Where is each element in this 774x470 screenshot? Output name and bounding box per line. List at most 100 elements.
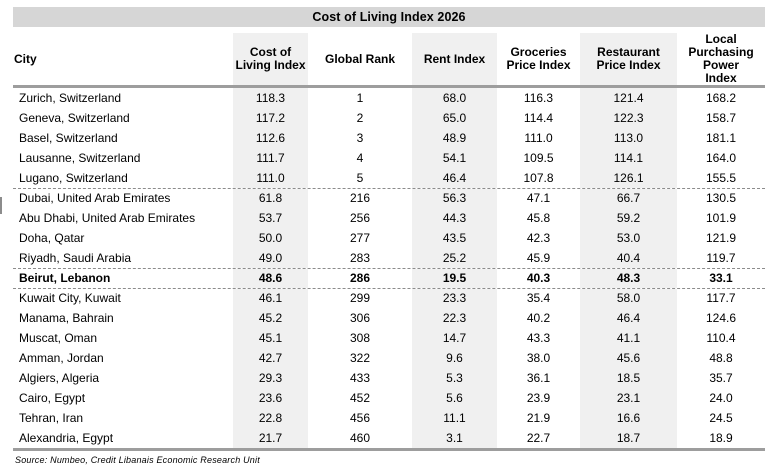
cell-rent-index: 25.2: [412, 248, 497, 268]
cell-global-rank: 5: [356, 171, 364, 185]
cell-rent-index: 5.6: [412, 388, 497, 408]
table-row: Zurich, Switzerland 118.3 1 68.0 116.3 1…: [13, 88, 765, 108]
cell-local-purchasing-power-index: 124.6: [705, 311, 737, 325]
cell-cost-of-living-index: 50.0: [233, 228, 308, 248]
cell-local-purchasing-power-index: 18.9: [709, 431, 733, 445]
cell-local-purchasing-power-index: 168.2: [705, 91, 737, 105]
cell-cost-of-living-index: 45.2: [233, 308, 308, 328]
cell-global-rank: 299: [349, 291, 371, 305]
cell-local-purchasing-power-index: 121.9: [705, 231, 737, 245]
left-edge-mark: [0, 197, 2, 214]
cell-groceries-price-index: 35.4: [526, 291, 551, 305]
table-row: Basel, Switzerland 112.6 3 48.9 111.0 11…: [13, 128, 765, 148]
title-gap: [13, 27, 765, 33]
cell-groceries-price-index: 22.7: [526, 431, 551, 445]
cell-restaurant-price-index: 126.1: [580, 168, 677, 188]
cell-groceries-price-index: 45.9: [526, 251, 551, 265]
cell-restaurant-price-index: 18.5: [580, 368, 677, 388]
cell-rent-index: 19.5: [412, 269, 497, 288]
cell-cost-of-living-index: 21.7: [233, 428, 308, 448]
table-row: Abu Dhabi, United Arab Emirates 53.7 256…: [13, 208, 765, 228]
cell-groceries-price-index: 109.5: [523, 151, 554, 165]
cell-rent-index: 56.3: [412, 189, 497, 208]
cell-restaurant-price-index: 113.0: [580, 128, 677, 148]
cell-city: Geneva, Switzerland: [19, 111, 130, 125]
table-row: Beirut, Lebanon 48.6 286 19.5 40.3 48.3 …: [13, 268, 765, 288]
table-row: Lugano, Switzerland 111.0 5 46.4 107.8 1…: [13, 168, 765, 188]
cell-groceries-price-index: 40.2: [526, 311, 551, 325]
cell-cost-of-living-index: 48.6: [233, 269, 308, 288]
column-header-local-purchasing-power: Local Purchasing Power Index: [688, 33, 754, 85]
table-body: Zurich, Switzerland 118.3 1 68.0 116.3 1…: [13, 88, 765, 451]
cell-cost-of-living-index: 45.1: [233, 328, 308, 348]
cell-cost-of-living-index: 118.3: [233, 88, 308, 108]
table-row: Tehran, Iran 22.8 456 11.1 21.9 16.6 24.…: [13, 408, 765, 428]
cell-cost-of-living-index: 53.7: [233, 208, 308, 228]
cell-global-rank: 2: [356, 111, 364, 125]
cell-groceries-price-index: 47.1: [526, 191, 551, 205]
table-row: Amman, Jordan 42.7 322 9.6 38.0 45.6 48.…: [13, 348, 765, 368]
cell-city: Doha, Qatar: [19, 231, 85, 245]
cell-rent-index: 11.1: [412, 408, 497, 428]
cell-rent-index: 46.4: [412, 168, 497, 188]
cell-global-rank: 433: [349, 371, 371, 385]
cell-groceries-price-index: 40.3: [526, 271, 551, 285]
cell-groceries-price-index: 116.3: [523, 91, 554, 105]
cell-global-rank: 306: [349, 311, 371, 325]
cell-restaurant-price-index: 114.1: [580, 148, 677, 168]
column-header-groceries-price-index: Groceries Price Index: [506, 45, 571, 72]
cell-global-rank: 4: [356, 151, 364, 165]
cell-restaurant-price-index: 23.1: [580, 388, 677, 408]
cell-city: Algiers, Algeria: [19, 371, 100, 385]
cell-local-purchasing-power-index: 155.5: [705, 171, 737, 185]
cell-global-rank: 283: [349, 251, 371, 265]
cell-rent-index: 43.5: [412, 228, 497, 248]
cell-city: Manama, Bahrain: [19, 311, 114, 325]
cell-rent-index: 68.0: [412, 88, 497, 108]
cell-global-rank: 308: [349, 331, 371, 345]
cell-local-purchasing-power-index: 117.7: [706, 291, 736, 305]
cell-cost-of-living-index: 46.1: [233, 289, 308, 308]
cell-local-purchasing-power-index: 24.0: [709, 391, 733, 405]
cell-cost-of-living-index: 111.0: [233, 168, 308, 188]
column-header-cost-of-living-index: Cost of Living Index: [233, 33, 308, 85]
column-header-row: City Cost of Living Index Global Rank Re…: [13, 33, 765, 88]
cell-cost-of-living-index: 61.8: [233, 189, 308, 208]
cell-rent-index: 22.3: [412, 308, 497, 328]
cell-local-purchasing-power-index: 158.7: [705, 111, 737, 125]
cell-global-rank: 460: [349, 431, 371, 445]
cell-rent-index: 5.3: [412, 368, 497, 388]
cell-groceries-price-index: 36.1: [526, 371, 551, 385]
table-row: Alexandria, Egypt 21.7 460 3.1 22.7 18.7…: [13, 428, 765, 448]
table-row: Geneva, Switzerland 117.2 2 65.0 114.4 1…: [13, 108, 765, 128]
cell-restaurant-price-index: 41.1: [580, 328, 677, 348]
table-row: Cairo, Egypt 23.6 452 5.6 23.9 23.1 24.0: [13, 388, 765, 408]
cell-cost-of-living-index: 42.7: [233, 348, 308, 368]
cell-cost-of-living-index: 22.8: [233, 408, 308, 428]
table-row: Algiers, Algeria 29.3 433 5.3 36.1 18.5 …: [13, 368, 765, 388]
cell-groceries-price-index: 38.0: [526, 351, 551, 365]
cell-city: Lugano, Switzerland: [19, 171, 128, 185]
cell-cost-of-living-index: 117.2: [233, 108, 308, 128]
cell-local-purchasing-power-index: 119.7: [706, 251, 736, 265]
cell-restaurant-price-index: 66.7: [580, 189, 677, 208]
cell-rent-index: 14.7: [412, 328, 497, 348]
cell-rent-index: 9.6: [412, 348, 497, 368]
cell-restaurant-price-index: 48.3: [580, 269, 677, 288]
cell-groceries-price-index: 42.3: [526, 231, 551, 245]
cell-groceries-price-index: 21.9: [526, 411, 551, 425]
cell-local-purchasing-power-index: 110.4: [706, 331, 736, 345]
cell-restaurant-price-index: 46.4: [580, 308, 677, 328]
cell-city: Beirut, Lebanon: [19, 271, 111, 285]
cell-local-purchasing-power-index: 130.5: [705, 191, 737, 205]
cell-global-rank: 3: [356, 131, 364, 145]
cell-city: Kuwait City, Kuwait: [19, 291, 121, 305]
cell-groceries-price-index: 23.9: [526, 391, 551, 405]
column-header-rent-index: Rent Index: [412, 33, 497, 85]
cell-rent-index: 44.3: [412, 208, 497, 228]
cell-rent-index: 54.1: [412, 148, 497, 168]
cell-global-rank: 1: [356, 91, 364, 105]
cell-local-purchasing-power-index: 164.0: [705, 151, 737, 165]
cell-rent-index: 65.0: [412, 108, 497, 128]
column-header-city: City: [14, 51, 37, 66]
